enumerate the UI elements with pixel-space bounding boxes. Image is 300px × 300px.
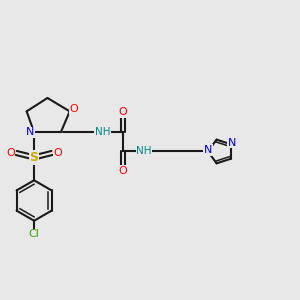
Text: O: O bbox=[6, 148, 15, 158]
Text: O: O bbox=[119, 107, 128, 117]
Text: N: N bbox=[26, 127, 34, 137]
Text: O: O bbox=[53, 148, 62, 158]
Text: NH: NH bbox=[136, 146, 152, 157]
Text: O: O bbox=[119, 166, 128, 176]
Text: N: N bbox=[204, 145, 212, 155]
Text: N: N bbox=[228, 138, 236, 148]
Text: O: O bbox=[70, 104, 78, 114]
Text: Cl: Cl bbox=[28, 229, 40, 239]
Text: S: S bbox=[30, 151, 39, 164]
Text: NH: NH bbox=[95, 127, 110, 137]
